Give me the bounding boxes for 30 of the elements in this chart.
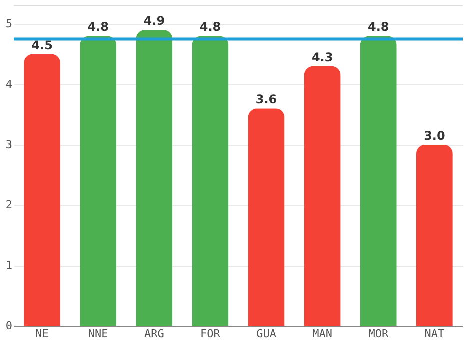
x-tick-label: GUA [256, 328, 277, 340]
x-tick-label: MOR [368, 328, 389, 340]
x-tick-label: ARG [144, 328, 164, 340]
y-tick-label: 1 [6, 259, 12, 272]
y-tick-label: 2 [6, 198, 12, 212]
x-tick-label: NE [36, 328, 49, 340]
bar [192, 36, 229, 326]
bar [80, 36, 117, 326]
bar [136, 30, 173, 326]
x-tick-label: NNE [88, 328, 108, 340]
data-label: 4.9 [144, 14, 166, 28]
y-tick-label: 0 [6, 320, 12, 332]
data-label: 4.8 [200, 20, 222, 34]
data-label: 4.8 [88, 20, 109, 34]
bar [304, 66, 341, 326]
data-label: 4.8 [368, 20, 390, 34]
data-label: 3.0 [424, 128, 446, 143]
x-tick-label: NAT [424, 328, 445, 340]
data-label: 3.6 [256, 92, 278, 107]
bar [24, 54, 61, 326]
y-tick-label: 5 [6, 18, 12, 31]
x-tick-label: FOR [200, 328, 221, 340]
x-tick-label: MAN [312, 328, 333, 340]
bar [248, 108, 285, 326]
y-tick-label: 3 [6, 138, 12, 152]
y-tick-label: 4 [6, 78, 13, 91]
bar [360, 36, 397, 326]
bar [416, 144, 453, 326]
data-label: 4.3 [312, 50, 334, 64]
data-label: 4.5 [32, 38, 53, 52]
